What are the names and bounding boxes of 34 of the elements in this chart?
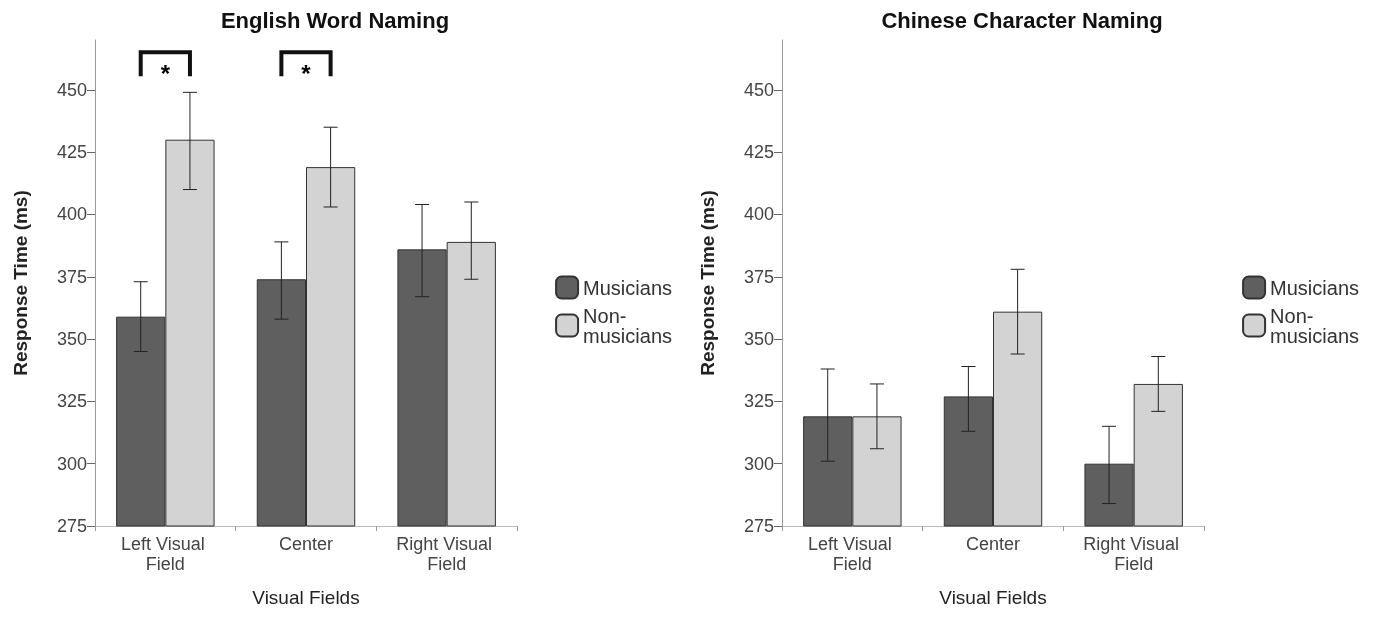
y-tick-label: 450 bbox=[743, 79, 774, 100]
legend-label: Musicians bbox=[1270, 276, 1360, 299]
y-tick-label: 350 bbox=[56, 329, 87, 350]
y-axis-title: Response Time (ms) bbox=[10, 190, 31, 376]
annotation: * bbox=[301, 60, 312, 88]
y-tick-label: 375 bbox=[56, 266, 87, 287]
x-tick-label: Center bbox=[278, 534, 334, 554]
x-tick-label: Right Visual Field bbox=[1083, 534, 1185, 574]
chart-title: Chinese Character Naming bbox=[881, 7, 1163, 33]
y-tick-label: 325 bbox=[56, 391, 87, 412]
y-tick-label: 275 bbox=[743, 516, 774, 536]
x-tick-label: Center bbox=[965, 534, 1021, 554]
y-tick-label: 400 bbox=[56, 204, 87, 225]
x-axis-title: Visual Fields bbox=[939, 587, 1047, 608]
x-tick-label: Left Visual Field bbox=[120, 534, 210, 574]
y-tick-label: 300 bbox=[56, 453, 87, 474]
x-tick-label: Right Visual Field bbox=[396, 534, 498, 574]
y-axis-title: Response Time (ms) bbox=[697, 190, 718, 376]
chart-title: English Word Naming bbox=[220, 7, 450, 33]
annotation: * bbox=[160, 60, 171, 88]
y-tick-label: 300 bbox=[743, 453, 774, 474]
y-tick-label: 275 bbox=[56, 516, 87, 536]
x-tick-label: Left Visual Field bbox=[807, 534, 897, 574]
y-tick-label: 375 bbox=[743, 266, 774, 287]
y-tick-label: 325 bbox=[743, 391, 774, 412]
y-tick-label: 425 bbox=[743, 142, 774, 163]
legend-label: Musicians bbox=[583, 276, 673, 299]
legend-label: Non-musicians bbox=[583, 304, 673, 347]
legend-label: Non-musicians bbox=[1270, 304, 1360, 347]
y-tick-label: 450 bbox=[56, 79, 87, 100]
y-tick-label: 400 bbox=[743, 204, 774, 225]
x-axis-title: Visual Fields bbox=[252, 587, 360, 608]
y-tick-label: 350 bbox=[743, 329, 774, 350]
y-tick-label: 425 bbox=[56, 142, 87, 163]
